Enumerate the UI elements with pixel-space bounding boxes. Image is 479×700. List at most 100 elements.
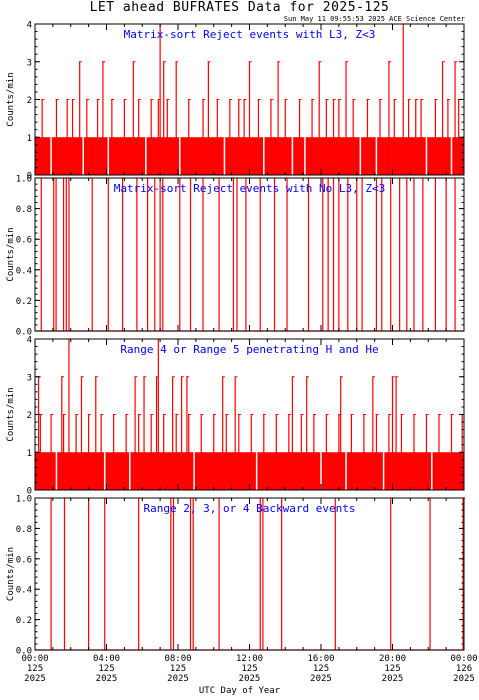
baseline-bar [103, 137, 107, 175]
baseline-bar [339, 137, 343, 175]
baseline-bar [183, 137, 186, 175]
baseline-bar [367, 452, 370, 490]
baseline-bar [67, 137, 70, 175]
baseline-bar [300, 452, 304, 490]
baseline-bar [170, 452, 173, 490]
baseline-bar [140, 137, 143, 175]
x-tick-label: 20:00 [379, 654, 406, 664]
x-axis-label: UTC Day of Year [198, 686, 281, 696]
baseline-bar [346, 137, 349, 175]
baseline-bar [373, 452, 377, 490]
baseline-bar [333, 137, 336, 175]
baseline-bar [170, 137, 173, 175]
baseline-bar [185, 137, 188, 175]
baseline-bar [300, 137, 304, 175]
y-tick-label: 4 [27, 336, 32, 346]
baseline-bar [461, 452, 465, 490]
baseline-bar [125, 137, 128, 175]
baseline-bar [384, 452, 388, 490]
baseline-bar [232, 137, 235, 175]
baseline-bar [135, 452, 139, 490]
baseline-bar [341, 137, 345, 175]
baseline-bar [429, 452, 433, 490]
panel-title: Range 4 or Range 5 penetrating H and He [120, 343, 378, 356]
baseline-bar [326, 452, 330, 490]
baseline-bar [311, 137, 315, 175]
baseline-bar [311, 452, 315, 490]
baseline-bar [294, 137, 297, 175]
baseline-bar [459, 452, 463, 490]
baseline-bar [238, 452, 242, 490]
baseline-bar [298, 452, 302, 490]
baseline-bar [37, 137, 40, 175]
baseline-bar [163, 137, 167, 175]
baseline-bar [431, 452, 435, 490]
y-tick-label: 0.8 [16, 205, 32, 215]
baseline-bar [421, 137, 424, 175]
baseline-bar [361, 137, 364, 175]
baseline-bar [457, 452, 461, 490]
baseline-bar [240, 137, 244, 175]
baseline-bar [408, 452, 411, 490]
baseline-bar [348, 452, 351, 490]
baseline-bar [414, 452, 418, 490]
y-axis-label: Counts/min [6, 387, 16, 441]
baseline-bar [335, 452, 338, 490]
baseline-bar [386, 137, 390, 175]
baseline-bar [264, 452, 267, 490]
baseline-bar [307, 452, 310, 490]
baseline-bar [313, 137, 317, 175]
baseline-bar [114, 137, 117, 175]
baseline-bar [285, 452, 289, 490]
baseline-bar [236, 137, 240, 175]
y-tick-label: 0.6 [16, 555, 32, 565]
baseline-bar [399, 137, 403, 175]
baseline-bar [118, 452, 122, 490]
baseline-bar [365, 452, 368, 490]
y-tick-label: 1 [27, 134, 32, 144]
baseline-bar [388, 452, 392, 490]
baseline-bar [178, 452, 182, 490]
baseline-bar [213, 137, 216, 175]
baseline-bar [436, 452, 439, 490]
baseline-bar [52, 137, 55, 175]
baseline-bar [219, 137, 222, 175]
baseline-bar [150, 137, 154, 175]
baseline-bar [315, 137, 319, 175]
baseline-bar [97, 137, 100, 175]
baseline-bar [352, 452, 355, 490]
baseline-bar [210, 452, 214, 490]
baseline-bar [86, 452, 89, 490]
x-tick-label: 2025 [382, 674, 404, 684]
x-tick-label: 125 [170, 664, 186, 674]
y-tick-label: 0.0 [16, 328, 32, 338]
x-tick-label: 04:00 [93, 654, 120, 664]
y-tick-label: 2 [27, 411, 32, 421]
baseline-bar [341, 452, 345, 490]
baseline-bar [403, 137, 407, 175]
baseline-bar [251, 452, 255, 490]
baseline-bar [361, 452, 364, 490]
baseline-bar [73, 452, 77, 490]
baseline-bar [444, 137, 448, 175]
baseline-bar [285, 137, 289, 175]
baseline-bar [451, 137, 454, 175]
baseline-bar [217, 452, 220, 490]
baseline-bar [198, 137, 201, 175]
baseline-bar [376, 137, 379, 175]
baseline-bar [397, 452, 400, 490]
x-tick-label: 125 [98, 664, 114, 674]
baseline-bar [152, 452, 156, 490]
baseline-bar [84, 137, 87, 175]
baseline-bar [230, 452, 233, 490]
y-axis-label: Counts/min [6, 547, 16, 601]
baseline-bar [208, 137, 212, 175]
baseline-bar [348, 137, 351, 175]
baseline-bar [255, 137, 259, 175]
y-tick-label: 0.8 [16, 525, 32, 535]
baseline-bar [195, 452, 199, 490]
baseline-bar [189, 137, 192, 175]
baseline-bar [228, 452, 231, 490]
baseline-bar [112, 137, 115, 175]
